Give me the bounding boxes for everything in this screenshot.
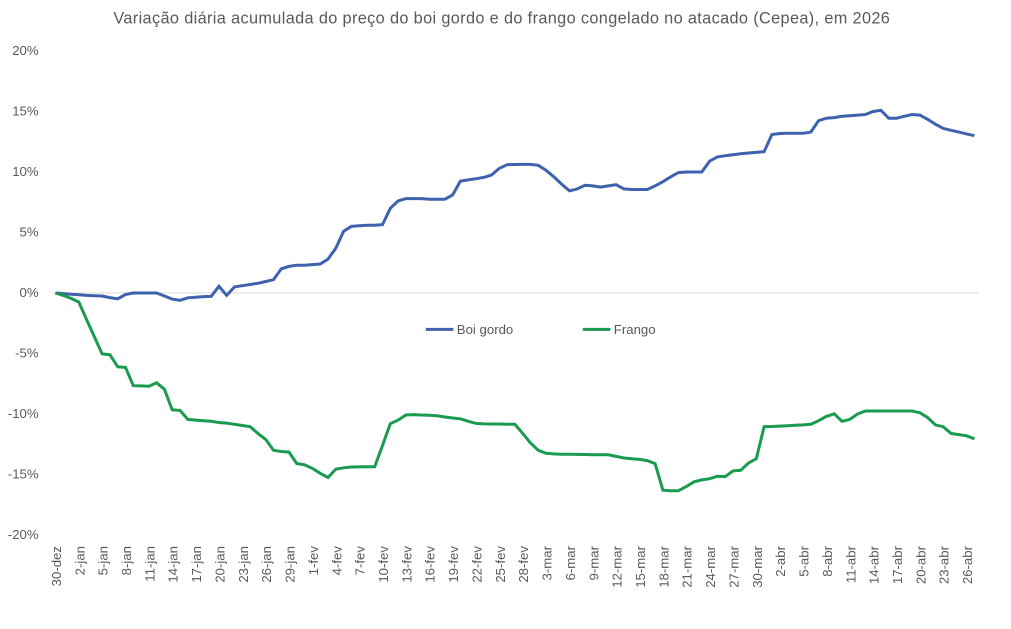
svg-text:25-fev: 25-fev (493, 546, 508, 583)
svg-text:28-fev: 28-fev (516, 546, 531, 583)
svg-text:2-abr: 2-abr (773, 545, 788, 576)
svg-text:7-fev: 7-fev (353, 546, 368, 576)
svg-text:17-abr: 17-abr (890, 545, 905, 584)
svg-text:20%: 20% (12, 43, 39, 58)
svg-text:24-mar: 24-mar (703, 545, 718, 587)
svg-text:9-mar: 9-mar (586, 545, 601, 580)
svg-text:Variação diária acumulada do p: Variação diária acumulada do preço do bo… (113, 10, 890, 28)
svg-text:2-jan: 2-jan (72, 546, 87, 575)
svg-text:13-fev: 13-fev (399, 546, 414, 583)
svg-text:5%: 5% (20, 225, 39, 240)
svg-text:Boi gordo: Boi gordo (457, 322, 513, 337)
svg-text:17-jan: 17-jan (189, 546, 204, 583)
svg-text:27-mar: 27-mar (726, 545, 741, 587)
svg-text:5-jan: 5-jan (96, 546, 111, 575)
svg-text:10-fev: 10-fev (376, 546, 391, 583)
svg-text:12-mar: 12-mar (610, 545, 625, 587)
svg-text:8-jan: 8-jan (119, 546, 134, 575)
svg-text:21-mar: 21-mar (680, 545, 695, 587)
svg-text:15%: 15% (12, 104, 39, 119)
svg-text:22-fev: 22-fev (469, 546, 484, 583)
svg-text:30-dez: 30-dez (49, 546, 64, 586)
svg-text:11-jan: 11-jan (142, 546, 157, 582)
svg-text:18-mar: 18-mar (656, 545, 671, 587)
svg-text:23-abr: 23-abr (937, 545, 952, 584)
svg-text:20-jan: 20-jan (212, 546, 227, 583)
svg-text:29-jan: 29-jan (282, 546, 297, 583)
svg-text:-10%: -10% (8, 406, 39, 421)
svg-text:16-fev: 16-fev (423, 546, 438, 583)
svg-text:-15%: -15% (8, 467, 39, 482)
svg-text:6-mar: 6-mar (563, 545, 578, 580)
svg-text:14-abr: 14-abr (867, 545, 882, 584)
svg-text:-5%: -5% (15, 346, 39, 361)
svg-text:Frango: Frango (614, 322, 656, 337)
svg-text:3-mar: 3-mar (539, 545, 554, 580)
svg-text:30-mar: 30-mar (750, 545, 765, 587)
svg-text:11-abr: 11-abr (843, 545, 858, 583)
svg-text:20-abr: 20-abr (913, 545, 928, 584)
svg-text:19-fev: 19-fev (446, 546, 461, 583)
svg-text:4-fev: 4-fev (329, 546, 344, 576)
svg-text:26-jan: 26-jan (259, 546, 274, 583)
svg-text:23-jan: 23-jan (236, 546, 251, 583)
svg-text:8-abr: 8-abr (820, 545, 835, 576)
svg-text:15-mar: 15-mar (633, 545, 648, 587)
svg-text:26-abr: 26-abr (960, 545, 975, 584)
svg-text:14-jan: 14-jan (166, 546, 181, 583)
svg-text:5-abr: 5-abr (796, 545, 811, 576)
svg-text:0%: 0% (20, 285, 39, 300)
svg-text:-20%: -20% (8, 527, 39, 542)
svg-text:1-fev: 1-fev (306, 546, 321, 576)
svg-text:10%: 10% (12, 164, 39, 179)
